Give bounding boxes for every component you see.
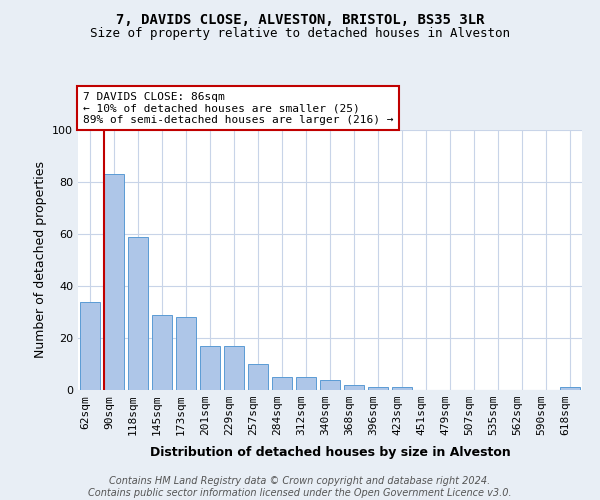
Bar — [368, 388, 388, 390]
Text: 7 DAVIDS CLOSE: 86sqm
← 10% of detached houses are smaller (25)
89% of semi-deta: 7 DAVIDS CLOSE: 86sqm ← 10% of detached … — [83, 92, 394, 125]
Text: 7, DAVIDS CLOSE, ALVESTON, BRISTOL, BS35 3LR: 7, DAVIDS CLOSE, ALVESTON, BRISTOL, BS35… — [116, 12, 484, 26]
Y-axis label: Number of detached properties: Number of detached properties — [34, 162, 47, 358]
Bar — [560, 388, 580, 390]
Bar — [104, 174, 124, 390]
Bar — [224, 346, 244, 390]
Bar — [248, 364, 268, 390]
Bar — [128, 236, 148, 390]
Bar — [320, 380, 340, 390]
Bar — [392, 388, 412, 390]
Bar — [176, 317, 196, 390]
Text: Size of property relative to detached houses in Alveston: Size of property relative to detached ho… — [90, 28, 510, 40]
Bar — [296, 377, 316, 390]
Bar — [200, 346, 220, 390]
Bar — [344, 385, 364, 390]
Bar — [272, 377, 292, 390]
Bar — [152, 314, 172, 390]
Text: Contains HM Land Registry data © Crown copyright and database right 2024.
Contai: Contains HM Land Registry data © Crown c… — [88, 476, 512, 498]
Bar — [80, 302, 100, 390]
X-axis label: Distribution of detached houses by size in Alveston: Distribution of detached houses by size … — [149, 446, 511, 460]
